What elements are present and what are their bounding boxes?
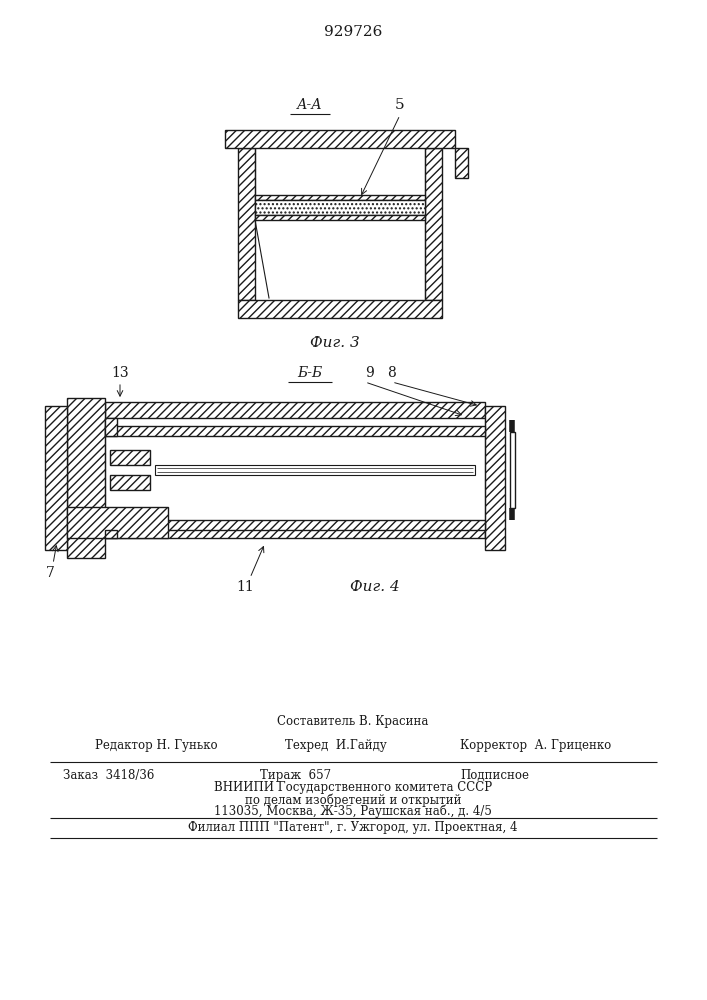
Text: Б-Б: Б-Б: [298, 366, 322, 380]
Bar: [105, 522, 485, 538]
Bar: [105, 418, 117, 436]
Text: 113035, Москва, Ж-35, Раушская наб., д. 4/5: 113035, Москва, Ж-35, Раушская наб., д. …: [214, 804, 492, 818]
Text: 8: 8: [387, 366, 397, 380]
Bar: [238, 300, 442, 318]
Bar: [238, 148, 255, 300]
Text: по делам изобретений и открытий: по делам изобретений и открытий: [245, 793, 461, 807]
Bar: [155, 465, 475, 475]
Bar: [225, 130, 455, 148]
Bar: [105, 426, 485, 436]
Text: 9: 9: [366, 366, 375, 380]
Bar: [425, 148, 442, 300]
Bar: [255, 195, 425, 200]
Text: Редактор Н. Гунько: Редактор Н. Гунько: [95, 738, 218, 752]
Text: Техред  И.Гайду: Техред И.Гайду: [285, 738, 387, 752]
Bar: [255, 200, 425, 215]
Bar: [110, 475, 150, 490]
Text: Заказ  3418/36: Заказ 3418/36: [63, 768, 154, 782]
Bar: [67, 507, 168, 538]
Text: Подписное: Подписное: [460, 768, 529, 782]
Text: Фиг. 4: Фиг. 4: [350, 580, 400, 594]
Text: Тираж  657: Тираж 657: [260, 768, 331, 782]
Bar: [110, 450, 150, 465]
Text: ВНИИПИ Государственного комитета СССР: ВНИИПИ Государственного комитета СССР: [214, 782, 492, 794]
Text: Составитель В. Красина: Составитель В. Красина: [277, 716, 428, 728]
Text: 7: 7: [45, 566, 54, 580]
Text: Фиг. 3: Фиг. 3: [310, 336, 360, 350]
Text: 929726: 929726: [324, 25, 382, 39]
Bar: [67, 398, 105, 558]
Bar: [45, 406, 67, 550]
Bar: [255, 215, 425, 220]
Text: 11: 11: [236, 580, 254, 594]
Bar: [105, 402, 485, 418]
Text: 5: 5: [395, 98, 405, 112]
Text: Корректор  А. Гриценко: Корректор А. Гриценко: [460, 738, 612, 752]
Text: Филиал ППП "Патент", г. Ужгород, ул. Проектная, 4: Филиал ППП "Патент", г. Ужгород, ул. Про…: [188, 822, 518, 834]
Text: 13: 13: [111, 366, 129, 380]
Bar: [105, 520, 485, 530]
Bar: [485, 406, 505, 550]
Bar: [105, 530, 117, 538]
Bar: [455, 148, 468, 178]
Text: А-А: А-А: [297, 98, 323, 112]
Bar: [510, 432, 515, 508]
